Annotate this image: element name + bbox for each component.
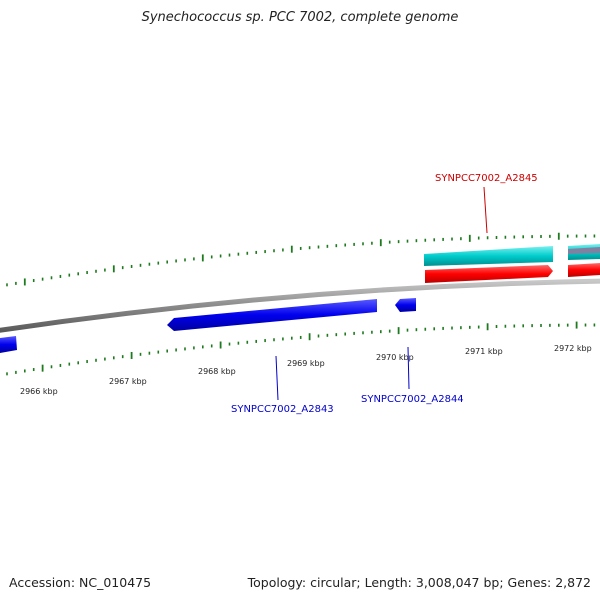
gene-label-a2843[interactable]: SYNPCC7002_A2843: [231, 404, 334, 415]
inner-tick-ring: [6, 321, 596, 376]
gene-label-a2845[interactable]: SYNPCC7002_A2845: [435, 173, 538, 184]
label-line-a2843: [275, 355, 279, 401]
next-feature-overlay[interactable]: [568, 247, 600, 254]
position-label-2972: 2972 kbp: [554, 344, 592, 353]
label-line-a2844: [407, 346, 410, 390]
gene-a2843[interactable]: [167, 299, 377, 331]
gene-a2845-cds[interactable]: [424, 246, 553, 266]
position-label-2966: 2966 kbp: [20, 387, 58, 396]
position-label-2971: 2971 kbp: [465, 347, 503, 356]
position-label-2968: 2968 kbp: [198, 367, 236, 376]
gene-left-edge[interactable]: [0, 336, 17, 353]
position-labels: 2966 kbp 2967 kbp 2968 kbp 2969 kbp 2970…: [20, 344, 592, 396]
forward-strand-features: [424, 244, 600, 283]
gene-label-a2844[interactable]: SYNPCC7002_A2844: [361, 394, 464, 405]
genome-backbone: [0, 278, 600, 333]
label-line-a2845: [483, 186, 488, 234]
gene-a2844[interactable]: [395, 298, 416, 312]
outer-tick-ring: [6, 232, 596, 287]
reverse-strand-features: [0, 298, 416, 353]
position-label-2969: 2969 kbp: [287, 359, 325, 368]
next-feature-gene[interactable]: [568, 263, 600, 277]
position-label-2970: 2970 kbp: [376, 353, 414, 362]
gene-a2845-gene[interactable]: [425, 265, 553, 283]
accession-label: Accession: NC_010475: [9, 575, 152, 590]
position-label-2967: 2967 kbp: [109, 377, 147, 386]
genome-summary: Topology: circular; Length: 3,008,047 bp…: [247, 575, 591, 590]
map-title: Synechococcus sp. PCC 7002, complete gen…: [141, 10, 459, 25]
